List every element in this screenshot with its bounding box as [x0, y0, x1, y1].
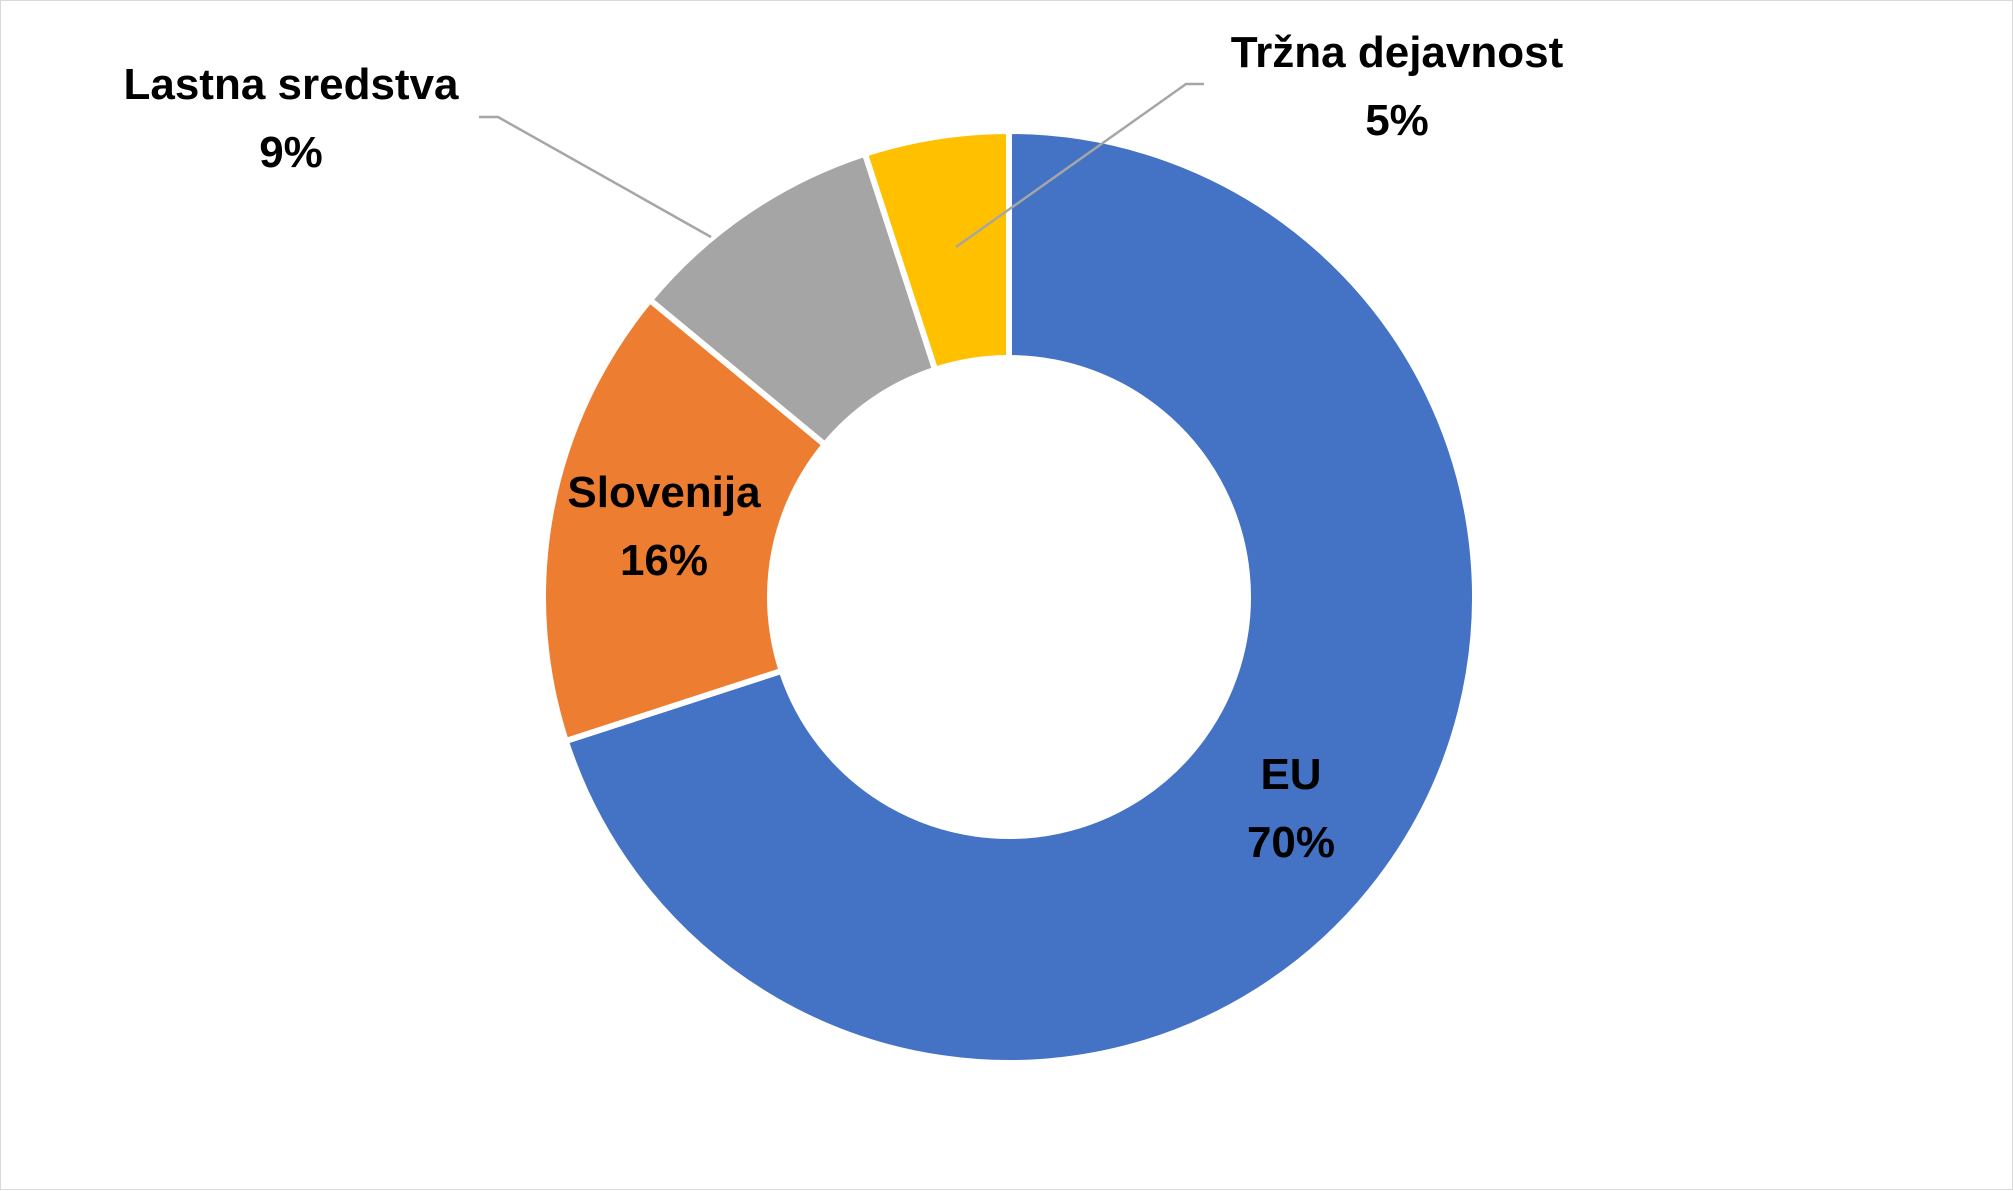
label-eu-name: EU: [1260, 750, 1321, 799]
slice-trzna-dejavnost: [861, 127, 1012, 374]
leader-line-trzna-dejavnost: [955, 82, 1204, 249]
label-eu-value: 70%: [1247, 818, 1335, 867]
leader-line-lastna-sredstva: [479, 115, 712, 239]
label-lastna-sredstva-name: Lastna sredstva: [123, 60, 459, 109]
labels-group: EU 70% Slovenija 16% Lastna sredstva 9% …: [123, 28, 1563, 867]
leader-lines-group: [479, 82, 1204, 249]
slices-group: [540, 127, 1478, 1066]
label-slovenija-value: 16%: [620, 536, 708, 585]
slice-slovenija: [540, 295, 830, 745]
label-lastna-sredstva-value: 9%: [259, 128, 323, 177]
slice-eu: [562, 127, 1478, 1066]
label-slovenija-name: Slovenija: [567, 468, 761, 517]
label-trzna-dejavnost-name: Tržna dejavnost: [1231, 28, 1564, 77]
label-trzna-dejavnost-value: 5%: [1365, 96, 1429, 145]
